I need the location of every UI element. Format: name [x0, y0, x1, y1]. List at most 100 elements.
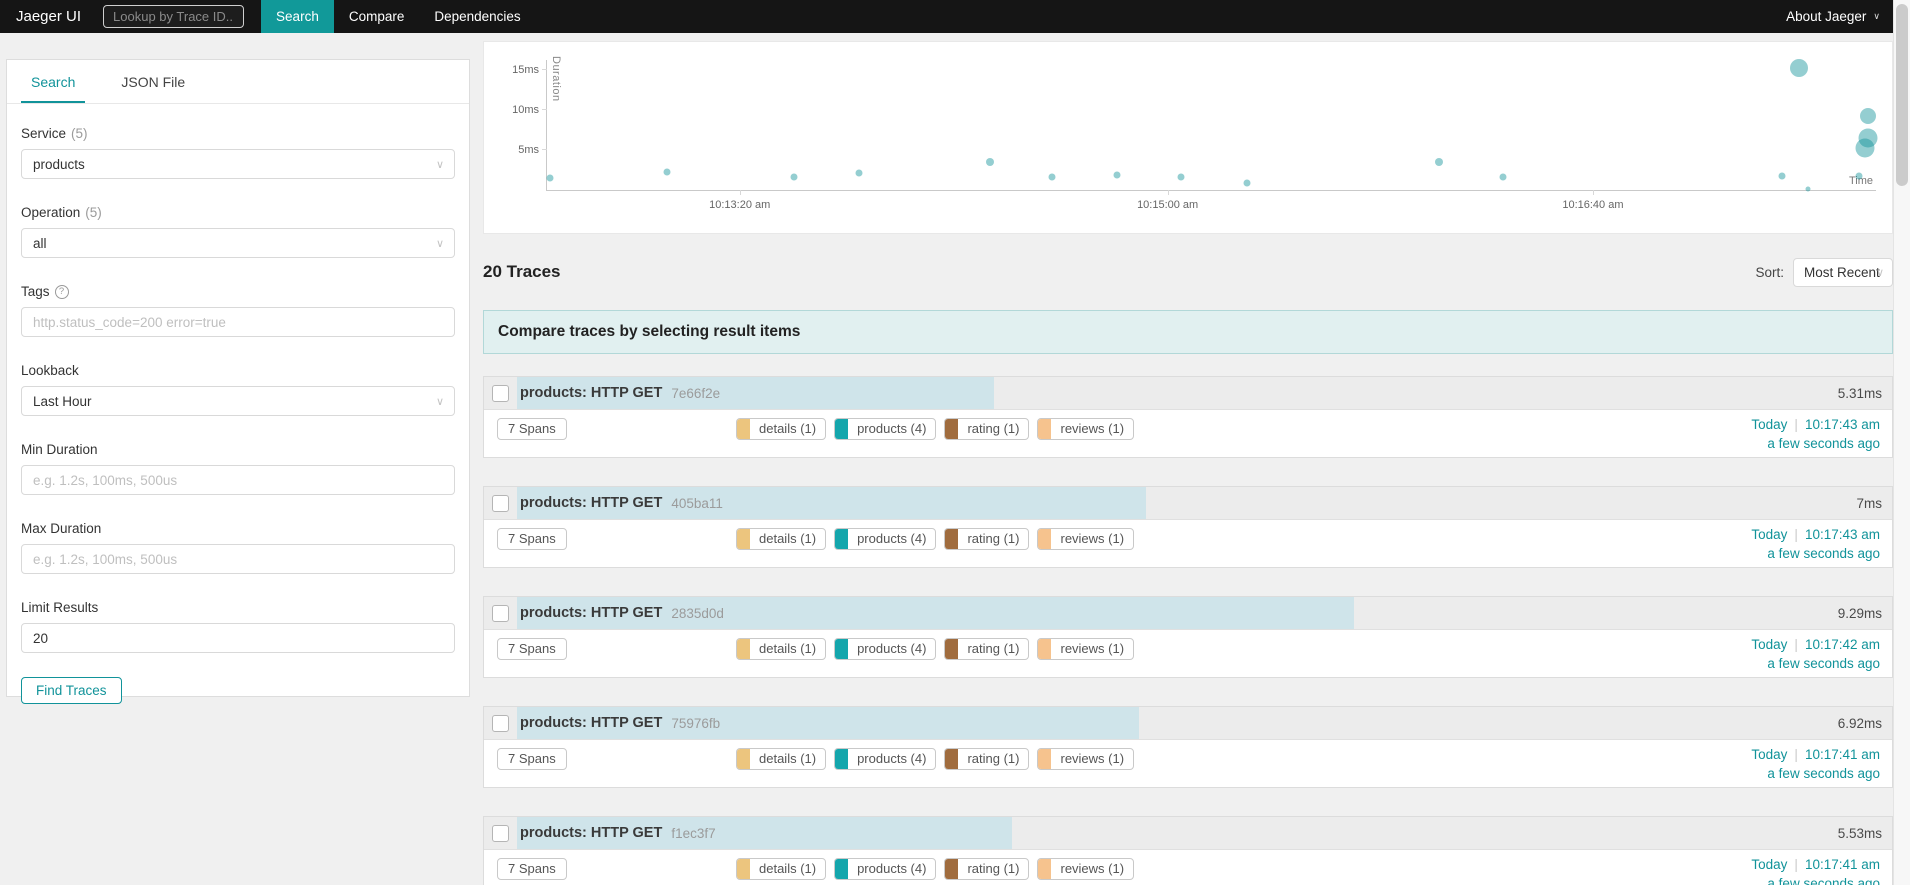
- trace-select-checkbox[interactable]: [492, 494, 509, 512]
- trace-time-link[interactable]: 10:17:41 am: [1804, 747, 1880, 762]
- service-tag-label: rating (1): [967, 641, 1020, 656]
- limit-results-wrap: [21, 623, 455, 653]
- service-tag-pill[interactable]: reviews (1): [1037, 858, 1135, 880]
- trace-relative-time[interactable]: a few seconds ago: [1767, 546, 1880, 561]
- search-results-column: Duration Time 5ms 10ms 15ms 10:13:20 am 10:1…: [483, 41, 1893, 885]
- nav-item-compare[interactable]: Compare: [348, 9, 405, 24]
- trace-relative-time[interactable]: a few seconds ago: [1767, 876, 1880, 885]
- lookback-select[interactable]: Last Hour ∨: [21, 386, 455, 416]
- trace-result[interactable]: products: HTTP GET 75976fb 6.92ms 7 Spans de…: [483, 706, 1893, 788]
- trace-scatter-point[interactable]: [1789, 59, 1808, 78]
- nav-item-search[interactable]: Search: [261, 0, 334, 33]
- trace-relative-time[interactable]: a few seconds ago: [1767, 766, 1880, 781]
- trace-scatter-point[interactable]: [1858, 128, 1878, 148]
- service-tag-group: details (1) products (4) rating (1) reviews…: [736, 638, 1135, 660]
- operation-count: (5): [85, 205, 102, 220]
- trace-scatter-point[interactable]: [1855, 172, 1863, 180]
- trace-scatter-point[interactable]: [1243, 179, 1251, 187]
- trace-day-link[interactable]: Today: [1751, 527, 1788, 542]
- jaeger-logo[interactable]: Jaeger UI: [16, 8, 82, 25]
- trace-day-link[interactable]: Today: [1751, 747, 1788, 762]
- trace-time-link[interactable]: 10:17:43 am: [1804, 527, 1880, 542]
- trace-scatter-point[interactable]: [1499, 173, 1507, 181]
- trace-id-lookup-input[interactable]: [103, 5, 245, 28]
- service-tag-label: details (1): [759, 421, 817, 436]
- service-tag-pill[interactable]: details (1): [736, 638, 827, 660]
- nav-item-dependencies[interactable]: Dependencies: [434, 9, 521, 24]
- service-color-chip: [945, 419, 959, 439]
- service-tag-pill[interactable]: reviews (1): [1037, 418, 1135, 440]
- trace-scatter-point[interactable]: [1860, 108, 1877, 125]
- min-duration-input[interactable]: [33, 472, 443, 488]
- tags-field: Tags ?: [21, 284, 455, 337]
- max-duration-input[interactable]: [33, 551, 443, 567]
- trace-relative-time[interactable]: a few seconds ago: [1767, 436, 1880, 451]
- trace-id: f1ec3f7: [671, 825, 716, 841]
- trace-time-link[interactable]: 10:17:42 am: [1804, 637, 1880, 652]
- service-tag-pill[interactable]: reviews (1): [1037, 638, 1135, 660]
- trace-day-link[interactable]: Today: [1751, 637, 1788, 652]
- about-jaeger-menu[interactable]: About Jaeger ∨: [1786, 9, 1894, 24]
- tags-input[interactable]: [33, 314, 443, 330]
- service-tag-pill[interactable]: rating (1): [944, 528, 1030, 550]
- service-tag-pill[interactable]: products (4): [834, 528, 937, 550]
- service-tag-pill[interactable]: details (1): [736, 858, 827, 880]
- service-tag-pill[interactable]: rating (1): [944, 858, 1030, 880]
- trace-day-link[interactable]: Today: [1751, 417, 1788, 432]
- trace-result[interactable]: products: HTTP GET 405ba11 7ms 7 Spans detai…: [483, 486, 1893, 568]
- find-traces-button[interactable]: Find Traces: [21, 677, 122, 704]
- trace-result[interactable]: products: HTTP GET f1ec3f7 5.53ms 7 Spans de…: [483, 816, 1893, 885]
- trace-time-link[interactable]: 10:17:41 am: [1804, 857, 1880, 872]
- trace-scatter-point[interactable]: [1855, 138, 1875, 158]
- compare-banner-text: Compare traces by selecting result items: [498, 323, 801, 340]
- service-select[interactable]: products ∨: [21, 149, 455, 179]
- sort-select[interactable]: Most Recent ∨: [1793, 257, 1893, 287]
- date-separator: |: [1794, 637, 1798, 652]
- trace-result[interactable]: products: HTTP GET 2835d0d 9.29ms 7 Spans de…: [483, 596, 1893, 678]
- tab-json-file[interactable]: JSON File: [121, 74, 186, 90]
- trace-scatter-point[interactable]: [1778, 172, 1786, 180]
- trace-scatter-point[interactable]: [1177, 173, 1185, 181]
- page-scrollbar[interactable]: [1893, 0, 1910, 885]
- service-tag-pill[interactable]: products (4): [834, 418, 937, 440]
- service-tag-pill[interactable]: details (1): [736, 748, 827, 770]
- trace-scatter-point[interactable]: [790, 173, 798, 181]
- trace-select-checkbox[interactable]: [492, 604, 509, 622]
- service-tag-pill[interactable]: reviews (1): [1037, 748, 1135, 770]
- service-tag-pill[interactable]: rating (1): [944, 418, 1030, 440]
- trace-relative-time[interactable]: a few seconds ago: [1767, 656, 1880, 671]
- service-color-chip: [737, 639, 750, 659]
- help-icon[interactable]: ?: [54, 284, 69, 299]
- limit-results-input[interactable]: [33, 630, 443, 646]
- trace-duration: 7ms: [1856, 495, 1882, 511]
- trace-relative-line: a few seconds ago: [1751, 654, 1880, 673]
- service-tag-pill[interactable]: rating (1): [944, 748, 1030, 770]
- operation-select[interactable]: all ∨: [21, 228, 455, 258]
- service-tag-pill[interactable]: details (1): [736, 418, 827, 440]
- trace-time-link[interactable]: 10:17:43 am: [1804, 417, 1880, 432]
- scatter-plot-area: Time 5ms 10ms 15ms 10:13:20 am 10:15:00 am 10…: [512, 59, 1878, 211]
- trace-scatter-point[interactable]: [1048, 173, 1056, 181]
- trace-scatter-point[interactable]: [546, 174, 554, 182]
- trace-select-checkbox[interactable]: [492, 714, 509, 732]
- service-tag-pill[interactable]: products (4): [834, 748, 937, 770]
- scrollbar-thumb[interactable]: [1896, 4, 1908, 186]
- trace-scatter-point[interactable]: [855, 169, 863, 177]
- service-color-chip: [1038, 419, 1052, 439]
- trace-duration: 5.31ms: [1837, 385, 1882, 401]
- trace-select-checkbox[interactable]: [492, 824, 509, 842]
- trace-select-checkbox[interactable]: [492, 384, 509, 402]
- service-tag-pill[interactable]: rating (1): [944, 638, 1030, 660]
- trace-scatter-point[interactable]: [1805, 186, 1811, 192]
- tab-search[interactable]: Search: [21, 60, 86, 103]
- trace-scatter-point[interactable]: [1434, 158, 1443, 166]
- trace-result[interactable]: products: HTTP GET 7e66f2e 5.31ms 7 Spans de…: [483, 376, 1893, 458]
- service-tag-pill[interactable]: products (4): [834, 858, 937, 880]
- trace-scatter-point[interactable]: [663, 168, 671, 176]
- trace-day-link[interactable]: Today: [1751, 857, 1788, 872]
- service-tag-pill[interactable]: details (1): [736, 528, 827, 550]
- trace-scatter-point[interactable]: [1113, 171, 1121, 179]
- service-tag-pill[interactable]: reviews (1): [1037, 528, 1135, 550]
- trace-scatter-point[interactable]: [985, 158, 994, 166]
- service-tag-pill[interactable]: products (4): [834, 638, 937, 660]
